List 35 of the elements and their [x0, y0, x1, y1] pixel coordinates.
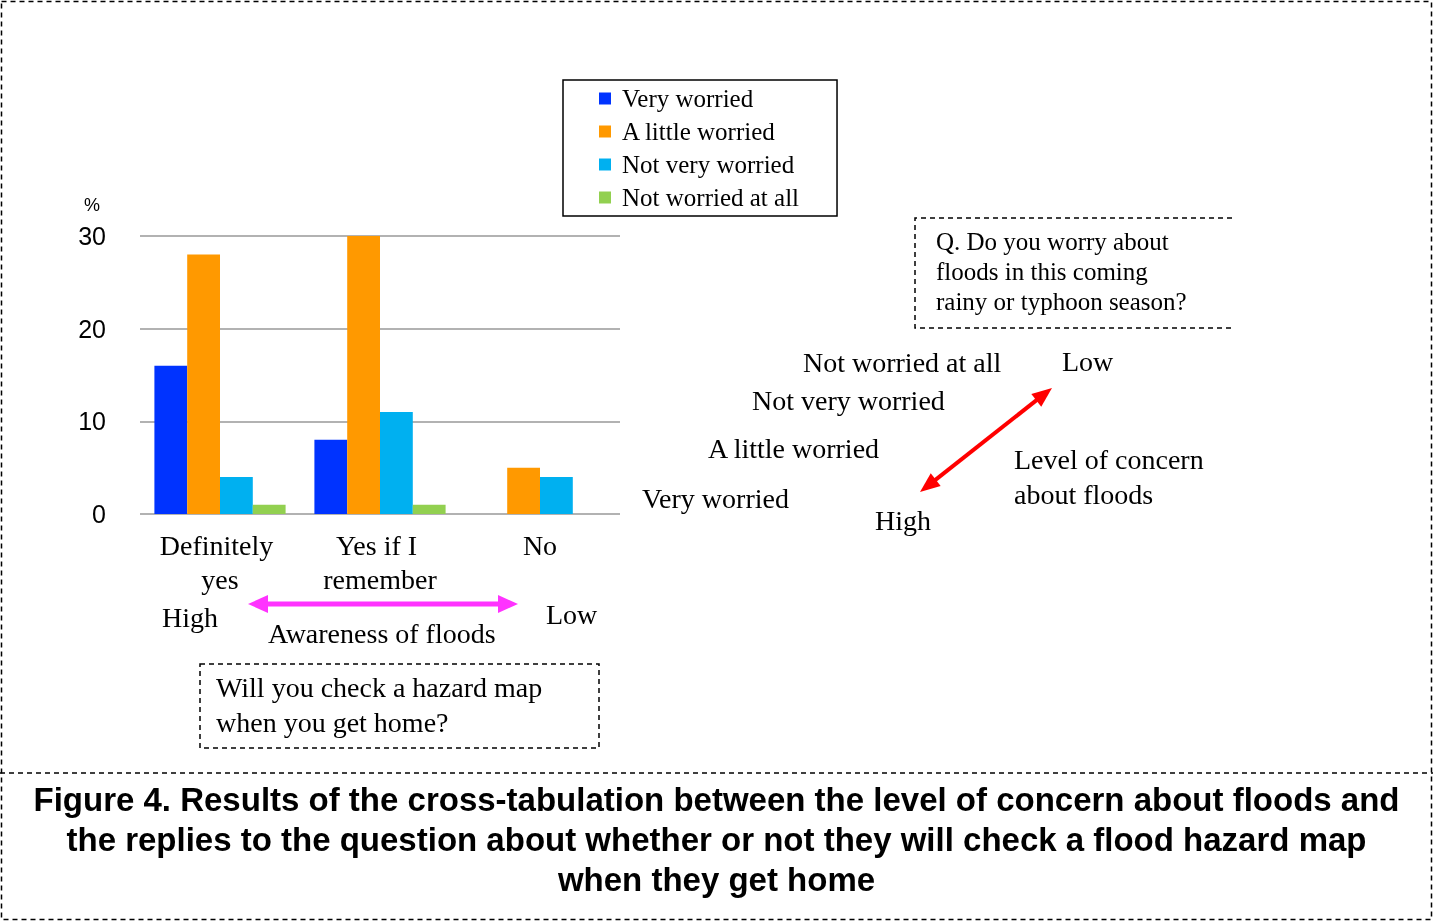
- y-tick-label: 30: [78, 222, 106, 250]
- bar: [347, 236, 380, 514]
- text: High: [875, 504, 931, 536]
- text: Level of concern about floods: [1014, 444, 1211, 510]
- x-tick-label: Definitely yes: [159, 529, 281, 595]
- text: Very worried: [642, 482, 789, 514]
- y-axis-title: %: [83, 195, 100, 215]
- bar: [314, 439, 348, 514]
- x-tick-label: No: [522, 529, 558, 561]
- text: Not very worried: [752, 384, 945, 416]
- text: Low: [1062, 345, 1115, 377]
- y-tick-label: 20: [78, 314, 106, 343]
- text: A little worried: [708, 432, 880, 464]
- bar: [507, 467, 540, 514]
- bar: [220, 476, 253, 514]
- x-axis-title: Will you check a hazard map when you get home?: [216, 672, 550, 738]
- y-tick-label: 10: [78, 407, 106, 436]
- text: Awareness of floods: [268, 617, 496, 649]
- x-tick-label: Yes if I remember: [323, 529, 438, 595]
- bar: [412, 504, 446, 514]
- legend-label: Not very worried: [622, 151, 795, 178]
- bar: [154, 365, 188, 514]
- caption: Figure 4. Results of the cross-tabulation between the level of concern about floods and the replies to the question about whether or not they will check a flood hazard map when they get home: [32, 780, 1401, 900]
- legend-label: Not worried at all: [622, 184, 800, 211]
- y-tick-label: 0: [92, 500, 106, 528]
- text: High: [162, 601, 218, 633]
- text: Not worried at all: [803, 346, 1002, 378]
- bar: [380, 412, 413, 514]
- legend-label: A little worried: [622, 118, 776, 145]
- bar: [187, 254, 220, 514]
- legend-label: Very worried: [622, 85, 754, 112]
- bar: [540, 476, 573, 514]
- bar: [252, 504, 286, 514]
- text: Q. Do you worry about floods in this coming rainy or typhoon season?: [936, 227, 1187, 315]
- text: Low: [546, 598, 599, 630]
